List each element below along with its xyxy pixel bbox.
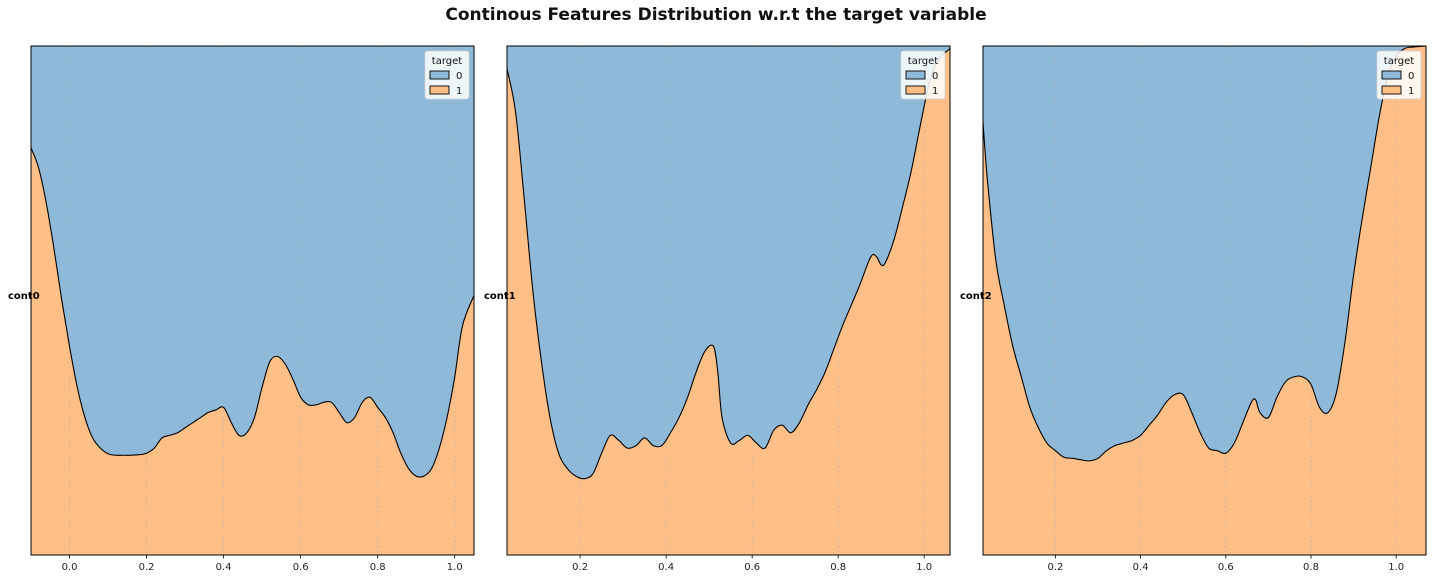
legend-label-0: 0 <box>932 71 938 82</box>
legend-title: target <box>432 56 462 67</box>
subplot-1: 0.0 0.2 0.4 0.6 0.8 1.0 cont0 target 0 1 <box>8 45 475 573</box>
x-tick-label: 0.4 <box>216 562 232 573</box>
y-axis-label: cont1 <box>484 291 516 302</box>
class-boundary-line <box>31 147 474 478</box>
legend-swatch-1 <box>429 85 450 95</box>
x-tick-label: 0.0 <box>62 562 78 573</box>
x-tick-label: 0.4 <box>658 562 674 573</box>
subplot-2: 0.2 0.4 0.6 0.8 1.0 cont1 target 0 1 <box>484 45 951 573</box>
figure-title: Continous Features Distribution w.r.t th… <box>445 5 987 25</box>
axes-frame <box>982 45 1427 556</box>
x-tick-label: 0.2 <box>572 562 588 573</box>
x-tick-label: 0.8 <box>370 562 386 573</box>
class-boundary-line <box>507 48 950 480</box>
legend-title: target <box>908 56 938 67</box>
axes-frame <box>506 45 951 556</box>
x-tick-label: 0.8 <box>1303 562 1319 573</box>
class-boundary-line <box>983 46 1426 462</box>
x-tick-label: 0.8 <box>830 562 846 573</box>
legend: target 0 1 <box>424 50 470 100</box>
legend-label-1: 1 <box>932 86 938 97</box>
x-tick-label: 0.2 <box>1047 562 1063 573</box>
legend-label-1: 1 <box>1408 86 1414 97</box>
y-axis-label: cont0 <box>8 291 40 302</box>
x-tick-label: 1.0 <box>447 562 463 573</box>
legend-swatch-1 <box>905 85 926 95</box>
legend-label-1: 1 <box>456 86 462 97</box>
x-tick-label: 1.0 <box>1388 562 1404 573</box>
legend: target 0 1 <box>900 50 946 100</box>
x-tick-label: 0.6 <box>293 562 309 573</box>
legend: target 0 1 <box>1376 50 1422 100</box>
axes-frame <box>30 45 475 556</box>
x-tick-label: 1.0 <box>916 562 932 573</box>
legend-swatch-1 <box>1381 85 1402 95</box>
legend-title: target <box>1384 56 1414 67</box>
x-tick-label: 0.2 <box>139 562 155 573</box>
class1-area <box>507 48 950 555</box>
subplot-3: 0.2 0.4 0.6 0.8 1.0 cont2 target 0 1 <box>960 45 1427 573</box>
y-axis-label: cont2 <box>960 291 992 302</box>
class1-area <box>31 147 474 555</box>
x-tick-label: 0.6 <box>1218 562 1234 573</box>
legend-swatch-0 <box>905 70 926 80</box>
legend-label-0: 0 <box>456 71 462 82</box>
x-tick-label: 0.4 <box>1133 562 1149 573</box>
x-tick-label: 0.6 <box>744 562 760 573</box>
legend-swatch-0 <box>1381 70 1402 80</box>
legend-label-0: 0 <box>1408 71 1414 82</box>
legend-swatch-0 <box>429 70 450 80</box>
class1-area <box>983 46 1426 555</box>
